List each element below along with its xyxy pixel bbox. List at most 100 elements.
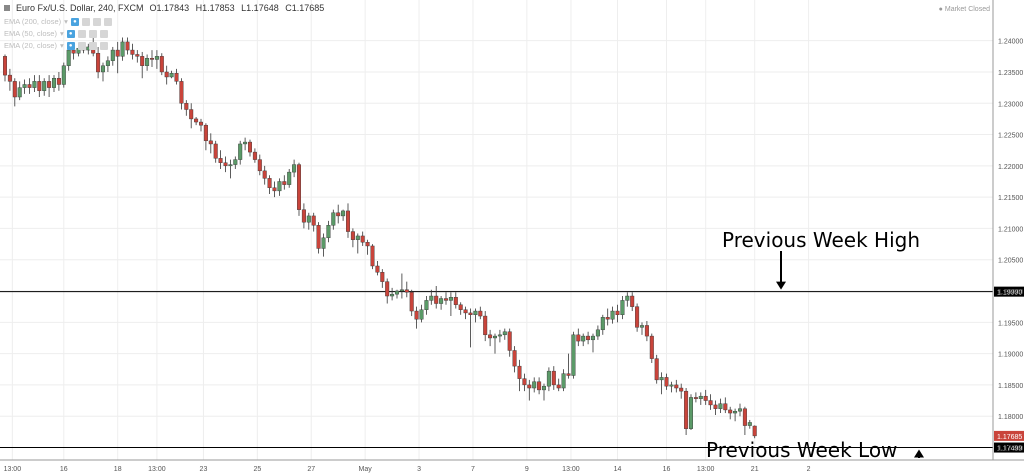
candle-down bbox=[444, 298, 449, 301]
candle-up bbox=[120, 41, 125, 57]
arrow-up-head-icon bbox=[914, 449, 924, 458]
candle-down bbox=[47, 81, 52, 88]
candle-down bbox=[140, 56, 145, 66]
dropdown-icon[interactable]: ▾ bbox=[64, 17, 68, 26]
eye-icon[interactable]: ● bbox=[66, 41, 75, 50]
candle-down bbox=[630, 295, 635, 307]
market-status-dot-icon: ● bbox=[938, 6, 945, 13]
candle-up bbox=[395, 290, 400, 295]
candle-up bbox=[581, 335, 586, 342]
candle-up bbox=[399, 289, 404, 292]
candle-up bbox=[424, 300, 429, 310]
candle-down bbox=[664, 377, 669, 387]
candle-down bbox=[649, 335, 654, 359]
close-icon[interactable] bbox=[88, 29, 97, 38]
candle-down bbox=[203, 124, 208, 142]
candle-down bbox=[522, 378, 527, 386]
settings-icon[interactable] bbox=[77, 29, 86, 38]
candle-up bbox=[497, 334, 502, 337]
candle-down bbox=[537, 381, 542, 391]
y-tick-label: 1.23000 bbox=[998, 101, 1023, 108]
candle-down bbox=[316, 225, 321, 249]
dropdown-icon[interactable]: ▾ bbox=[59, 29, 64, 38]
candle-up bbox=[390, 293, 395, 297]
x-tick-label: 25 bbox=[253, 466, 261, 473]
candle-down bbox=[149, 58, 154, 60]
candle-down bbox=[507, 331, 512, 351]
settings-icon[interactable] bbox=[77, 41, 86, 50]
candle-down bbox=[213, 143, 218, 159]
candle-down bbox=[56, 78, 61, 85]
candle-up bbox=[659, 377, 664, 381]
close-icon[interactable] bbox=[88, 41, 97, 50]
candle-down bbox=[71, 49, 76, 54]
close-icon[interactable] bbox=[92, 17, 101, 26]
candle-down bbox=[360, 235, 365, 243]
last-price-label: 1.17685 bbox=[997, 434, 1022, 441]
candle-down bbox=[135, 54, 140, 57]
x-tick-label: 13:00 bbox=[4, 466, 22, 473]
previous-week-high-label: Previous Week High bbox=[722, 228, 920, 252]
candle-down bbox=[517, 365, 522, 379]
candle-up bbox=[169, 73, 174, 78]
candle-down bbox=[7, 74, 12, 82]
candle-down bbox=[375, 265, 380, 273]
candle-down bbox=[174, 73, 179, 82]
level-lines: 1.19990 1.17499 1.17685 bbox=[0, 286, 1024, 453]
more-icon[interactable] bbox=[99, 41, 108, 50]
level-price-label-bg bbox=[994, 286, 1024, 297]
ohlc-close: C1.17685 bbox=[285, 3, 325, 13]
candle-up bbox=[355, 235, 360, 240]
dropdown-icon[interactable]: ▾ bbox=[59, 41, 64, 50]
eye-icon[interactable]: ● bbox=[70, 17, 79, 26]
candle-down bbox=[189, 109, 194, 120]
previous-week-low-label: Previous Week Low bbox=[706, 438, 898, 462]
indicator-label: EMA (200, close) bbox=[4, 17, 62, 26]
x-tick-label: 16 bbox=[60, 466, 68, 473]
candle-down bbox=[458, 304, 463, 310]
candle-up bbox=[66, 49, 71, 66]
candle-up bbox=[341, 210, 346, 217]
settings-icon[interactable] bbox=[81, 17, 90, 26]
candle-down bbox=[551, 370, 556, 386]
candle-down bbox=[370, 245, 375, 267]
candle-down bbox=[346, 210, 351, 232]
ohlc-high: H1.17853 bbox=[195, 3, 235, 13]
candle-down bbox=[728, 409, 733, 414]
candle-up bbox=[571, 334, 576, 376]
candle-down bbox=[576, 334, 581, 342]
candle-up bbox=[698, 395, 703, 399]
y-tick-label: 1.19000 bbox=[998, 352, 1023, 359]
candle-down bbox=[512, 350, 517, 367]
symbol-title[interactable]: Euro Fx/U.S. Dollar, 240, FXCM bbox=[16, 3, 144, 13]
candle-up bbox=[738, 408, 743, 412]
collapse-icon[interactable] bbox=[4, 5, 10, 11]
candle-up bbox=[493, 335, 498, 339]
candle-down bbox=[723, 403, 728, 411]
candle-down bbox=[605, 317, 610, 320]
market-status-text: Market Closed bbox=[944, 6, 990, 13]
candle-up bbox=[277, 181, 282, 192]
candle-up bbox=[326, 225, 331, 239]
y-tick-label: 1.19500 bbox=[998, 320, 1023, 327]
x-tick-label: May bbox=[359, 466, 373, 473]
candle-down bbox=[3, 56, 7, 76]
y-tick-label: 1.18000 bbox=[998, 414, 1023, 421]
symbol-header: Euro Fx/U.S. Dollar, 240, FXCM O1.17843 … bbox=[4, 3, 328, 13]
candle-down bbox=[434, 295, 439, 304]
indicator-ema50[interactable]: EMA (50, close) ▾ ● bbox=[4, 29, 108, 38]
eye-icon[interactable]: ● bbox=[66, 29, 75, 38]
x-tick-label: 18 bbox=[114, 466, 122, 473]
ohlc-open: O1.17843 bbox=[149, 3, 190, 13]
more-icon[interactable] bbox=[103, 17, 112, 26]
candle-down bbox=[644, 325, 649, 337]
indicator-ema20[interactable]: EMA (20, close) ▾ ● bbox=[4, 41, 108, 50]
candle-up bbox=[238, 143, 243, 160]
y-tick-label: 1.18500 bbox=[998, 383, 1023, 390]
candle-up bbox=[591, 335, 596, 341]
more-icon[interactable] bbox=[99, 29, 108, 38]
indicator-ema200[interactable]: EMA (200, close) ▾ ● bbox=[4, 17, 112, 26]
x-tick-label: 2 bbox=[807, 466, 811, 473]
